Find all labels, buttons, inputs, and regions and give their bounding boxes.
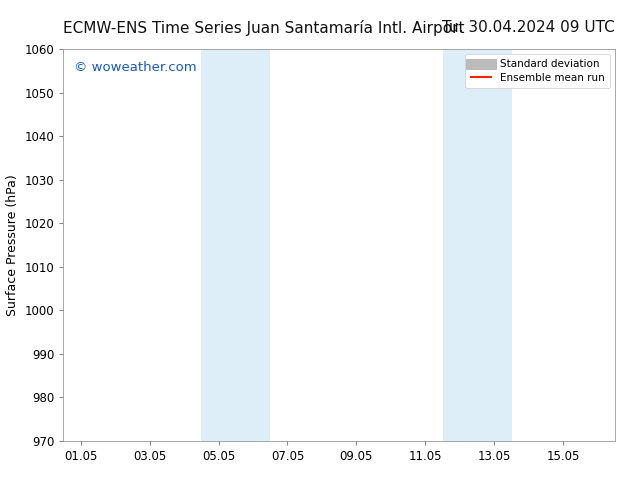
Text: ECMW-ENS Time Series Juan Santamaría Intl. Airport: ECMW-ENS Time Series Juan Santamaría Int… bbox=[63, 20, 465, 36]
Text: Tu. 30.04.2024 09 UTC: Tu. 30.04.2024 09 UTC bbox=[443, 20, 615, 35]
Legend: Standard deviation, Ensemble mean run: Standard deviation, Ensemble mean run bbox=[465, 54, 610, 88]
Text: © woweather.com: © woweather.com bbox=[74, 61, 197, 74]
Y-axis label: Surface Pressure (hPa): Surface Pressure (hPa) bbox=[6, 174, 19, 316]
Bar bbox=[443, 49, 512, 441]
Bar bbox=[202, 49, 270, 441]
